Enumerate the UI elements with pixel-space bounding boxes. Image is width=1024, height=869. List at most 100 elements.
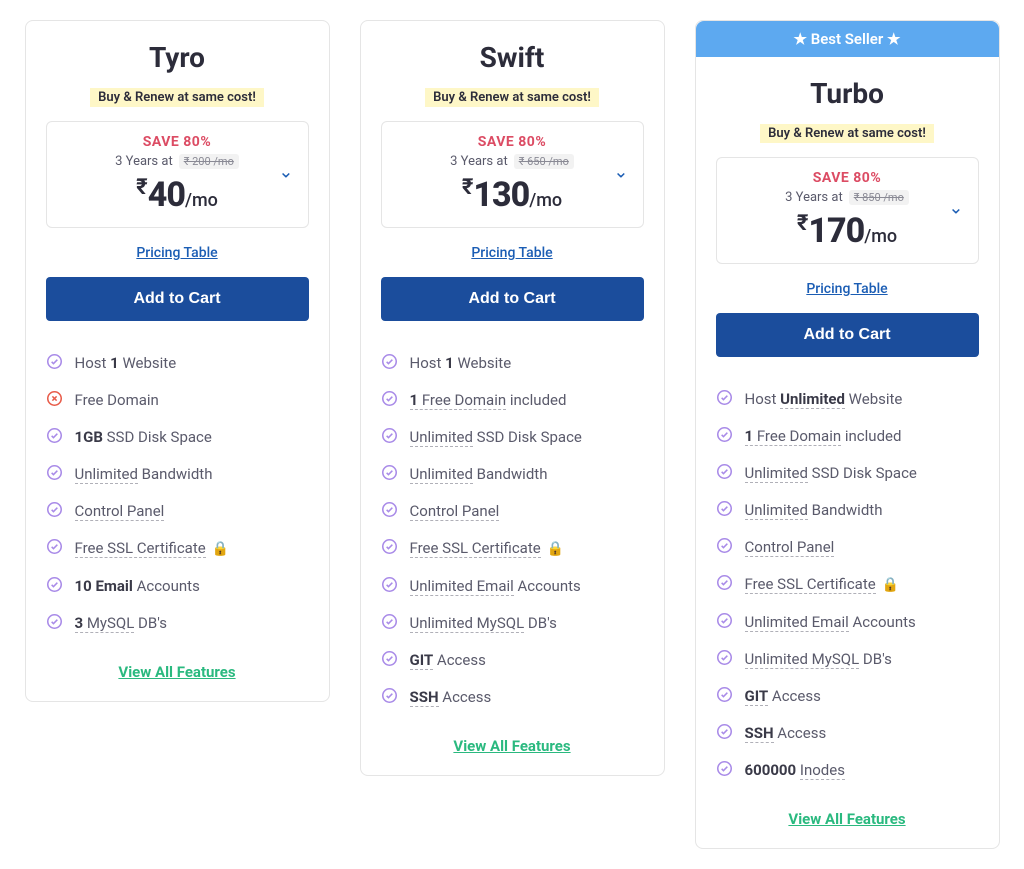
feature-item: GIT Access xyxy=(381,642,644,679)
feature-item: Control Panel xyxy=(381,493,644,530)
plan-card-turbo: ★ Best Seller ★TurboBuy & Renew at same … xyxy=(695,20,1000,849)
check-circle-icon xyxy=(46,613,63,634)
price-box: SAVE 80% 3 Years at ₹ 200 /mo ₹40/mo ⌄ xyxy=(46,121,309,228)
check-circle-icon xyxy=(46,576,63,597)
plans-container: TyroBuy & Renew at same cost! SAVE 80% 3… xyxy=(0,0,1024,869)
chevron-down-icon[interactable]: ⌄ xyxy=(278,162,293,183)
price-box: SAVE 80% 3 Years at ₹ 650 /mo ₹130/mo ⌄ xyxy=(381,121,644,228)
feature-text: Free SSL Certificate 🔒 xyxy=(75,538,229,560)
save-label: SAVE 80% xyxy=(398,134,627,150)
duration-label: 3 Years at xyxy=(115,154,173,169)
check-circle-icon xyxy=(716,574,733,595)
check-circle-icon xyxy=(716,500,733,521)
view-all-features-link[interactable]: View All Features xyxy=(118,663,235,681)
feature-item: Unlimited Email Accounts xyxy=(716,604,979,641)
check-circle-icon xyxy=(716,389,733,410)
check-circle-icon xyxy=(46,427,63,448)
feature-text: Host Unlimited Website xyxy=(745,389,903,410)
chevron-down-icon[interactable]: ⌄ xyxy=(948,198,963,219)
check-circle-icon xyxy=(381,427,398,448)
feature-item: Control Panel xyxy=(716,529,979,566)
check-circle-icon xyxy=(381,650,398,671)
lock-icon: 🔒 xyxy=(881,577,898,593)
feature-item: Unlimited Bandwidth xyxy=(381,456,644,493)
feature-text: Unlimited MySQL DB's xyxy=(745,649,892,670)
feature-text: Unlimited Bandwidth xyxy=(745,500,883,521)
feature-text: 1GB SSD Disk Space xyxy=(75,427,212,448)
feature-item: Free SSL Certificate 🔒 xyxy=(46,530,309,568)
feature-item: 1 Free Domain included xyxy=(381,382,644,419)
feature-item: 600000 Inodes xyxy=(716,752,979,789)
price-amount: 170 xyxy=(808,211,864,251)
feature-item: GIT Access xyxy=(716,678,979,715)
check-circle-icon xyxy=(381,576,398,597)
duration-label: 3 Years at xyxy=(450,154,508,169)
plan-card-swift: Swift Buy & Renew at same cost! SAVE 80% … xyxy=(360,20,665,776)
feature-text: Control Panel xyxy=(410,501,500,522)
features-list: Host 1 Website 1 Free Domain included Un… xyxy=(381,345,644,716)
feature-text: Free SSL Certificate 🔒 xyxy=(745,574,899,596)
promo-text: Buy & Renew at same cost! xyxy=(425,88,599,107)
feature-text: 1 Free Domain included xyxy=(410,390,567,411)
price-amount: 130 xyxy=(473,175,529,215)
feature-text: Control Panel xyxy=(745,537,835,558)
feature-text: SSH Access xyxy=(410,687,492,708)
add-to-cart-button[interactable]: Add to Cart xyxy=(46,277,309,321)
view-all-features-link[interactable]: View All Features xyxy=(453,737,570,755)
features-list: Host 1 Website Free Domain 1GB SSD Disk … xyxy=(46,345,309,642)
feature-item: Unlimited MySQL DB's xyxy=(381,605,644,642)
pricing-table-link[interactable]: Pricing Table xyxy=(806,281,887,297)
feature-text: GIT Access xyxy=(745,686,821,707)
feature-text: Host 1 Website xyxy=(410,353,512,374)
check-circle-icon xyxy=(716,686,733,707)
feature-text: Unlimited Email Accounts xyxy=(410,576,581,597)
price-amount: 40 xyxy=(148,175,185,215)
check-circle-icon xyxy=(716,760,733,781)
plan-card-tyro: TyroBuy & Renew at same cost! SAVE 80% 3… xyxy=(25,20,330,702)
check-circle-icon xyxy=(381,687,398,708)
check-circle-icon xyxy=(381,501,398,522)
feature-item: Free SSL Certificate 🔒 xyxy=(716,566,979,604)
cross-circle-icon xyxy=(46,390,63,411)
feature-text: Unlimited Bandwidth xyxy=(410,464,548,485)
feature-item: Unlimited SSD Disk Space xyxy=(716,455,979,492)
feature-item: 1 Free Domain included xyxy=(716,418,979,455)
check-circle-icon xyxy=(46,353,63,374)
check-circle-icon xyxy=(716,463,733,484)
feature-text: GIT Access xyxy=(410,650,486,671)
feature-text: 1 Free Domain included xyxy=(745,426,902,447)
feature-text: 600000 Inodes xyxy=(745,760,845,781)
feature-item: Free Domain xyxy=(46,382,309,419)
original-price: ₹ 650 /mo xyxy=(514,154,574,169)
check-circle-icon xyxy=(46,464,63,485)
chevron-down-icon[interactable]: ⌄ xyxy=(613,162,628,183)
add-to-cart-button[interactable]: Add to Cart xyxy=(716,313,979,357)
promo-text: Buy & Renew at same cost! xyxy=(90,88,264,107)
price-line: ₹170/mo xyxy=(733,211,962,251)
view-all-features-link[interactable]: View All Features xyxy=(788,810,905,828)
feature-item: Host 1 Website xyxy=(46,345,309,382)
feature-text: Control Panel xyxy=(75,501,165,522)
check-circle-icon xyxy=(381,390,398,411)
pricing-table-link[interactable]: Pricing Table xyxy=(136,245,217,261)
feature-text: Unlimited MySQL DB's xyxy=(410,613,557,634)
plan-title: Swift xyxy=(381,41,644,74)
feature-text: Unlimited SSD Disk Space xyxy=(410,427,582,448)
original-price: ₹ 200 /mo xyxy=(179,154,239,169)
per-month: /mo xyxy=(864,226,897,247)
check-circle-icon xyxy=(716,537,733,558)
feature-text: Free SSL Certificate 🔒 xyxy=(410,538,564,560)
per-month: /mo xyxy=(529,190,562,211)
price-line: ₹40/mo xyxy=(63,175,292,215)
feature-item: 10 Email Accounts xyxy=(46,568,309,605)
pricing-table-link[interactable]: Pricing Table xyxy=(471,245,552,261)
check-circle-icon xyxy=(381,464,398,485)
feature-item: 1GB SSD Disk Space xyxy=(46,419,309,456)
feature-text: SSH Access xyxy=(745,723,827,744)
check-circle-icon xyxy=(716,723,733,744)
feature-text: Unlimited SSD Disk Space xyxy=(745,463,917,484)
feature-item: Unlimited Bandwidth xyxy=(46,456,309,493)
plan-title: Turbo xyxy=(716,77,979,110)
add-to-cart-button[interactable]: Add to Cart xyxy=(381,277,644,321)
duration-row: 3 Years at ₹ 200 /mo xyxy=(63,154,292,169)
